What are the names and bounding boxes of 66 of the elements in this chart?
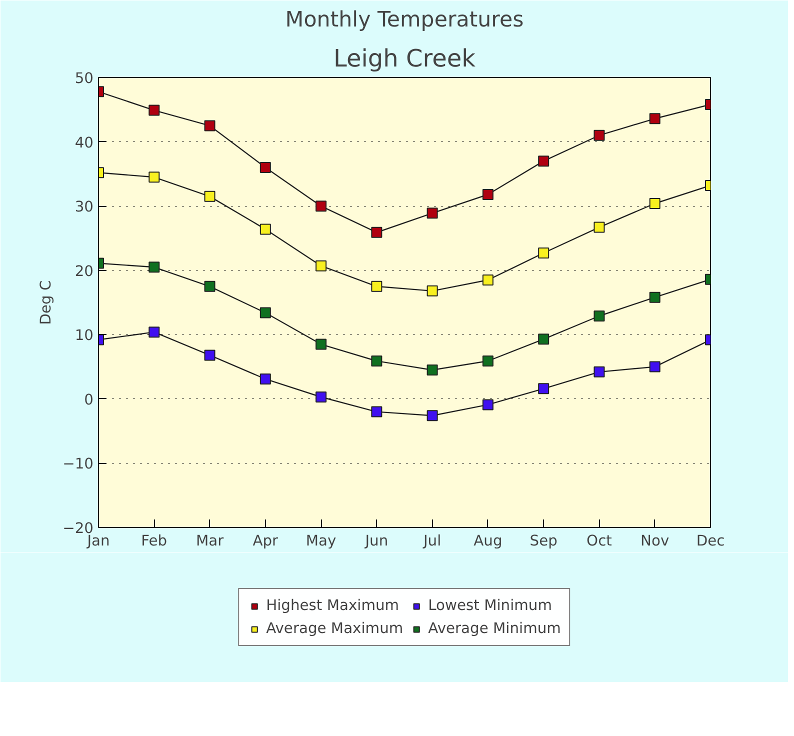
point [204, 190, 216, 202]
point [426, 285, 438, 296]
point [649, 361, 660, 372]
point [260, 307, 271, 318]
y-tick-label: 40 [74, 134, 94, 152]
x-tick-label: Oct [586, 532, 612, 550]
x-tick-label: Jul [422, 532, 442, 550]
point [204, 350, 216, 361]
point [148, 326, 160, 338]
point [594, 310, 605, 322]
point [538, 383, 550, 394]
point [426, 410, 438, 422]
y-tick-label: 10 [74, 327, 94, 344]
y-tick-label: 30 [74, 198, 94, 216]
point [316, 200, 327, 212]
point [260, 162, 271, 173]
point [538, 156, 550, 167]
point [426, 208, 438, 219]
x-tick-label: Aug [474, 532, 502, 550]
point [594, 366, 605, 378]
point [594, 130, 605, 141]
legend-label: Highest Maximum [266, 597, 400, 614]
point [204, 280, 216, 292]
y-tick-label: 20 [74, 262, 94, 280]
point [371, 406, 382, 418]
point [148, 104, 160, 116]
x-tick-label: Apr [252, 532, 280, 550]
point [649, 198, 660, 209]
point [649, 292, 660, 303]
point [316, 392, 327, 402]
point [538, 248, 550, 258]
legend-label: Lowest Minimum [428, 597, 552, 614]
y-tick-label: 0 [84, 391, 94, 408]
point [148, 172, 160, 183]
point [371, 226, 382, 238]
x-tick-label: Sep [530, 532, 558, 550]
point [204, 120, 216, 132]
legend-label: Average Minimum [428, 620, 561, 637]
point [426, 364, 438, 376]
x-tick-label: Nov [640, 532, 670, 550]
point [594, 222, 605, 233]
point [371, 356, 382, 366]
y-axis-title: Deg C [38, 280, 55, 325]
point [148, 262, 160, 273]
chart-title: Monthly Temperatures [285, 8, 524, 32]
point [538, 334, 550, 345]
point [260, 374, 271, 384]
x-tick-label: Jun [364, 532, 388, 550]
legend-label: Average Maximum [266, 620, 404, 637]
point [649, 113, 660, 124]
point [482, 274, 494, 286]
y-tick-label: −10 [62, 456, 94, 473]
y-tick-label: 50 [74, 70, 94, 87]
x-tick-label: Jan [86, 532, 110, 550]
point [316, 338, 327, 350]
x-tick-label: Dec [696, 532, 725, 550]
point [482, 399, 494, 410]
point [316, 260, 327, 272]
point [371, 280, 382, 292]
chart-subtitle: Leigh Creek [334, 44, 476, 72]
point [260, 224, 271, 235]
x-tick-label: Mar [196, 532, 225, 550]
point [482, 356, 494, 366]
x-tick-label: May [306, 532, 337, 550]
point [482, 189, 494, 200]
x-tick-label: Feb [141, 532, 168, 550]
